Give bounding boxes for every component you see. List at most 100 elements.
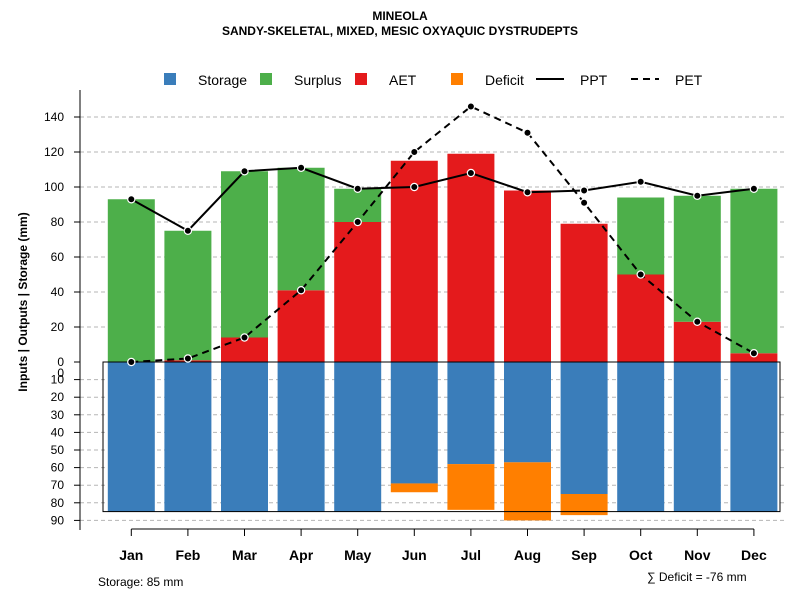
- pet-point: [127, 357, 136, 367]
- y-tick-label: 20: [51, 390, 65, 404]
- surplus-bar: [617, 197, 665, 275]
- x-tick-label: Dec: [741, 547, 767, 563]
- legend-swatch: [355, 73, 367, 85]
- ppt-point: [240, 167, 249, 176]
- y-tick-label: 0: [57, 355, 64, 369]
- x-tick-label: Aug: [514, 547, 541, 563]
- aet-bar: [447, 153, 495, 362]
- y-tick-label: 40: [51, 285, 65, 299]
- legend-label: AET: [389, 72, 417, 88]
- pet-point: [240, 333, 249, 342]
- legend-swatch: [451, 73, 463, 85]
- aet-bar: [617, 274, 665, 362]
- y-tick-label: 120: [44, 145, 64, 159]
- ppt-point: [579, 186, 589, 195]
- legend-label: Surplus: [294, 72, 341, 88]
- storage-bar: [673, 362, 721, 512]
- y-tick-label: 90: [51, 513, 65, 527]
- y-tick-label: 50: [51, 443, 65, 457]
- x-tick-label: Jan: [119, 547, 143, 563]
- x-tick-label: Mar: [232, 547, 257, 563]
- storage-bar: [390, 362, 438, 484]
- pet-point: [466, 102, 476, 111]
- storage-bar: [107, 362, 155, 512]
- y-tick-label: 60: [51, 250, 65, 264]
- ppt-point: [466, 168, 476, 178]
- deficit-bar: [560, 494, 608, 516]
- surplus-bar: [107, 199, 155, 362]
- y-tick-label: 40: [51, 425, 65, 439]
- pet-point: [693, 317, 702, 326]
- y-tick-label: 100: [44, 180, 64, 194]
- ppt-point: [127, 195, 136, 204]
- storage-bar: [447, 362, 495, 465]
- x-tick-label: May: [344, 547, 371, 563]
- aet-bar: [277, 290, 325, 362]
- x-tick-label: Nov: [684, 547, 711, 563]
- pet-point: [749, 349, 759, 358]
- y-tick-label: 70: [51, 478, 65, 492]
- deficit-note: ∑ Deficit = -76 mm: [647, 570, 747, 584]
- ppt-point: [183, 226, 193, 235]
- x-tick-label: Apr: [289, 547, 314, 563]
- pet-point: [296, 286, 306, 295]
- surplus-bar: [730, 188, 778, 354]
- surplus-bar: [221, 171, 268, 338]
- bars: [102, 153, 781, 521]
- pet-point: [579, 198, 589, 207]
- surplus-bar: [277, 167, 325, 291]
- ppt-point: [410, 182, 419, 192]
- storage-note: Storage: 85 mm: [98, 575, 184, 589]
- ppt-line: [130, 166, 755, 233]
- deficit-bar: [447, 464, 495, 510]
- storage-bar: [164, 362, 212, 512]
- aet-bar: [560, 223, 608, 362]
- pet-line: [131, 105, 755, 363]
- storage-bar: [334, 362, 382, 512]
- pet-point: [410, 147, 419, 157]
- chart-subtitle: SANDY-SKELETAL, MIXED, MESIC OXYAQUIC DY…: [221, 24, 579, 38]
- legend-swatch: [164, 73, 176, 85]
- y-tick-label: 20: [51, 320, 65, 334]
- ppt-point: [749, 184, 759, 193]
- storage-bar: [617, 362, 665, 512]
- y-tick-label: 80: [51, 496, 65, 510]
- x-tick-label: Sep: [571, 547, 597, 563]
- aet-bar: [334, 222, 382, 362]
- x-tick-label: Jul: [461, 547, 481, 563]
- ppt-point: [353, 184, 362, 193]
- lines: [127, 102, 759, 367]
- deficit-bar: [390, 483, 438, 493]
- chart-title: MINEOLA: [372, 9, 428, 23]
- y-tick-label: 80: [51, 215, 65, 229]
- legend: Storage Surplus AET Deficit PPT PET: [164, 72, 703, 88]
- axes: 0204060801001201400102030405060708090Jan…: [44, 90, 767, 563]
- y-tick-label: 0: [57, 366, 64, 380]
- x-tick-label: Feb: [175, 547, 200, 563]
- surplus-bar: [334, 188, 382, 222]
- x-tick-label: Jun: [402, 547, 427, 563]
- ppt-point: [523, 188, 532, 197]
- ppt-point: [693, 191, 702, 200]
- deficit-bar: [504, 462, 551, 521]
- pet-point: [636, 270, 645, 279]
- aet-bar: [504, 190, 551, 362]
- y-axis-label: Inputs | Outputs | Storage (mm): [16, 212, 30, 391]
- aet-bar: [390, 160, 438, 362]
- storage-bar: [277, 362, 325, 512]
- pet-point: [523, 128, 532, 137]
- pet-point: [183, 354, 193, 363]
- storage-bar: [504, 362, 551, 463]
- y-tick-label: 60: [51, 461, 65, 475]
- ppt-point: [296, 163, 306, 172]
- y-tick-label: 140: [44, 110, 64, 124]
- aet-bar: [673, 321, 721, 362]
- storage-bar: [221, 362, 268, 512]
- legend-swatch: [260, 73, 272, 85]
- ppt-point: [636, 177, 645, 186]
- legend-label: Deficit: [485, 72, 524, 88]
- surplus-bar: [164, 230, 212, 361]
- storage-bar: [730, 362, 778, 512]
- pet-point: [353, 217, 362, 227]
